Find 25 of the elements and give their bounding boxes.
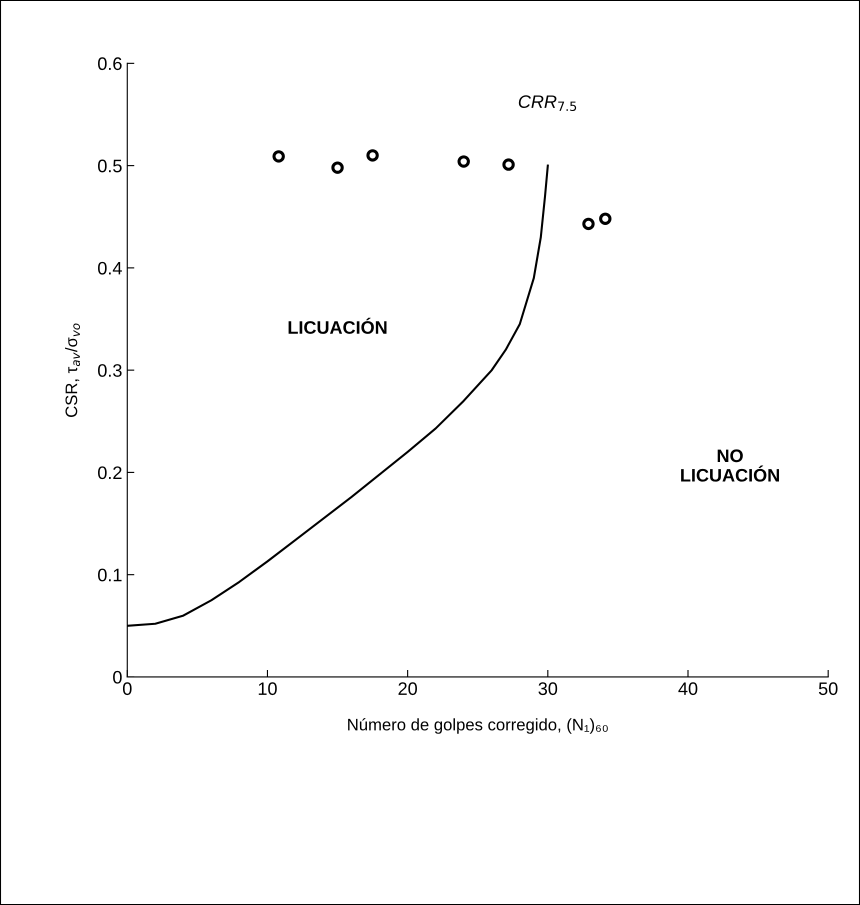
y-tick-label: 0.2 xyxy=(98,466,122,480)
y-tick-label: 0 xyxy=(113,670,122,684)
x-tick-label: 20 xyxy=(398,682,417,696)
y-tick-label: 0.5 xyxy=(98,160,122,172)
x-tick-label: 10 xyxy=(258,682,277,696)
point xyxy=(599,212,612,225)
x-tick-label: 30 xyxy=(538,682,558,696)
point xyxy=(366,149,379,162)
y-tick-label: 0.3 xyxy=(98,364,122,377)
point xyxy=(458,155,470,168)
x-tick-label: 50 xyxy=(818,682,838,696)
x-axis-title: Número de golpes corregido, (N₁)₆₀ xyxy=(348,718,608,734)
annotation: CRR$_{7.5}$ xyxy=(518,95,576,112)
x-tick-label: 0 xyxy=(122,682,132,696)
point xyxy=(331,161,344,174)
point xyxy=(272,150,285,163)
annotation: NO LICUACIÓN xyxy=(681,449,779,482)
y-axis-title: CSR, τ$_{av}$/σ$_{vo}$ xyxy=(65,324,80,417)
annotation: LICUACIÓN xyxy=(288,318,386,334)
x-tick-label: 40 xyxy=(678,682,698,696)
point xyxy=(582,218,595,230)
y-tick-label: 0.1 xyxy=(98,568,122,582)
point xyxy=(502,158,515,171)
y-tick-label: 0.6 xyxy=(98,57,122,70)
y-tick-label: 0.4 xyxy=(98,262,122,275)
